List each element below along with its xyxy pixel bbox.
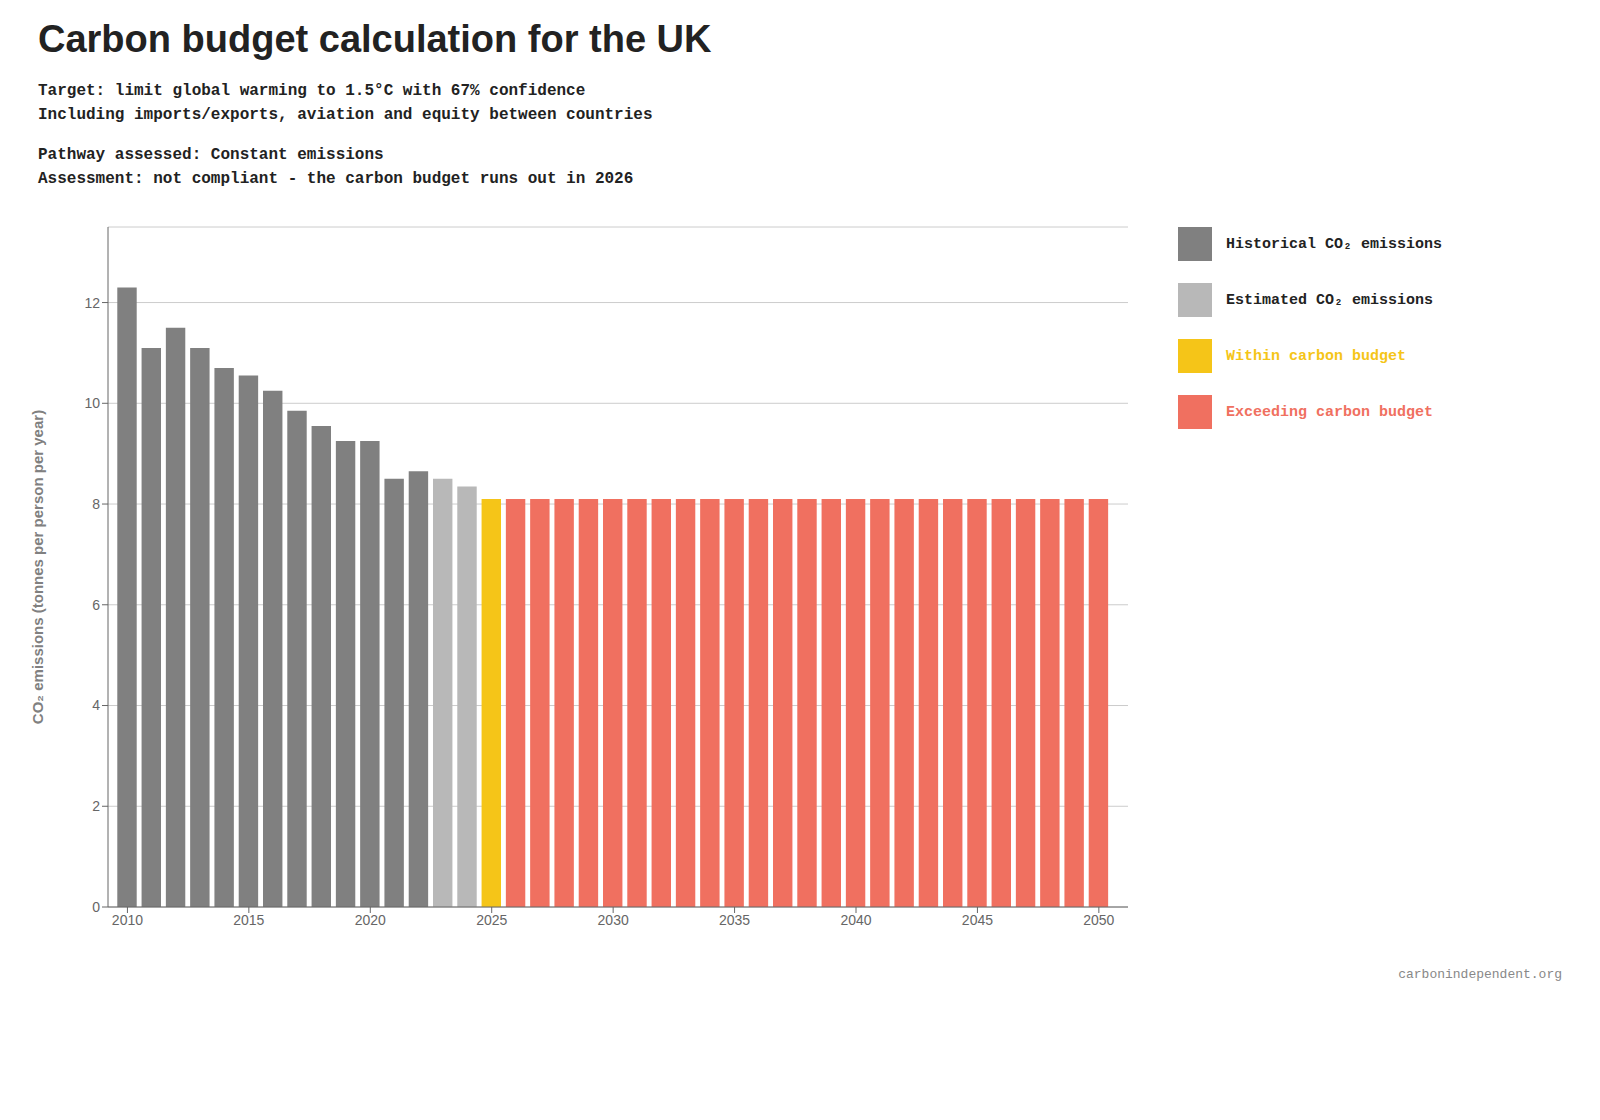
html-text:Within carbon budget: Within carbon budget (1226, 347, 1406, 365)
html-text:Target: limit global warming t: Target: limit global warming to 1.5°C wi… (38, 82, 586, 100)
svg-text:8: 8 (92, 496, 100, 512)
svg-text:2040: 2040 (840, 912, 871, 928)
html-text:Historical CO₂ emissions: Historical CO₂ emissions (1226, 235, 1442, 253)
svg-text:2035: 2035 (719, 912, 750, 928)
svg-text:CO₂ emissions (tonnes per pers: CO₂ emissions (tonnes per person per yea… (29, 410, 46, 724)
svg-text:2025: 2025 (476, 912, 507, 928)
html-text:Exceeding carbon budget: Exceeding carbon budget (1226, 403, 1433, 421)
svg-text:2: 2 (92, 798, 100, 814)
svg-text:10: 10 (84, 395, 100, 411)
svg-text:4: 4 (92, 697, 100, 713)
svg-text:2050: 2050 (1083, 912, 1114, 928)
svg-text:2030: 2030 (598, 912, 629, 928)
svg-text:12: 12 (84, 295, 100, 311)
html-text:Assessment: not compliant - th: Assessment: not compliant - the carbon b… (38, 170, 634, 188)
svg-text:2015: 2015 (233, 912, 264, 928)
html-text:Pathway assessed: Constant emi: Pathway assessed: Constant emissions (38, 146, 384, 164)
svg-text:2020: 2020 (355, 912, 386, 928)
html-text:Including imports/exports, avi: Including imports/exports, aviation and … (38, 106, 653, 124)
html-text:Carbon budget calculation for: Carbon budget calculation for the UK (38, 18, 712, 60)
svg-text:2045: 2045 (962, 912, 993, 928)
html-text:carbonindependent.org: carbonindependent.org (1398, 967, 1562, 982)
svg-text:2010: 2010 (112, 912, 143, 928)
svg-text:0: 0 (92, 899, 100, 915)
svg-text:6: 6 (92, 597, 100, 613)
html-text:Estimated CO₂ emissions: Estimated CO₂ emissions (1226, 291, 1433, 309)
